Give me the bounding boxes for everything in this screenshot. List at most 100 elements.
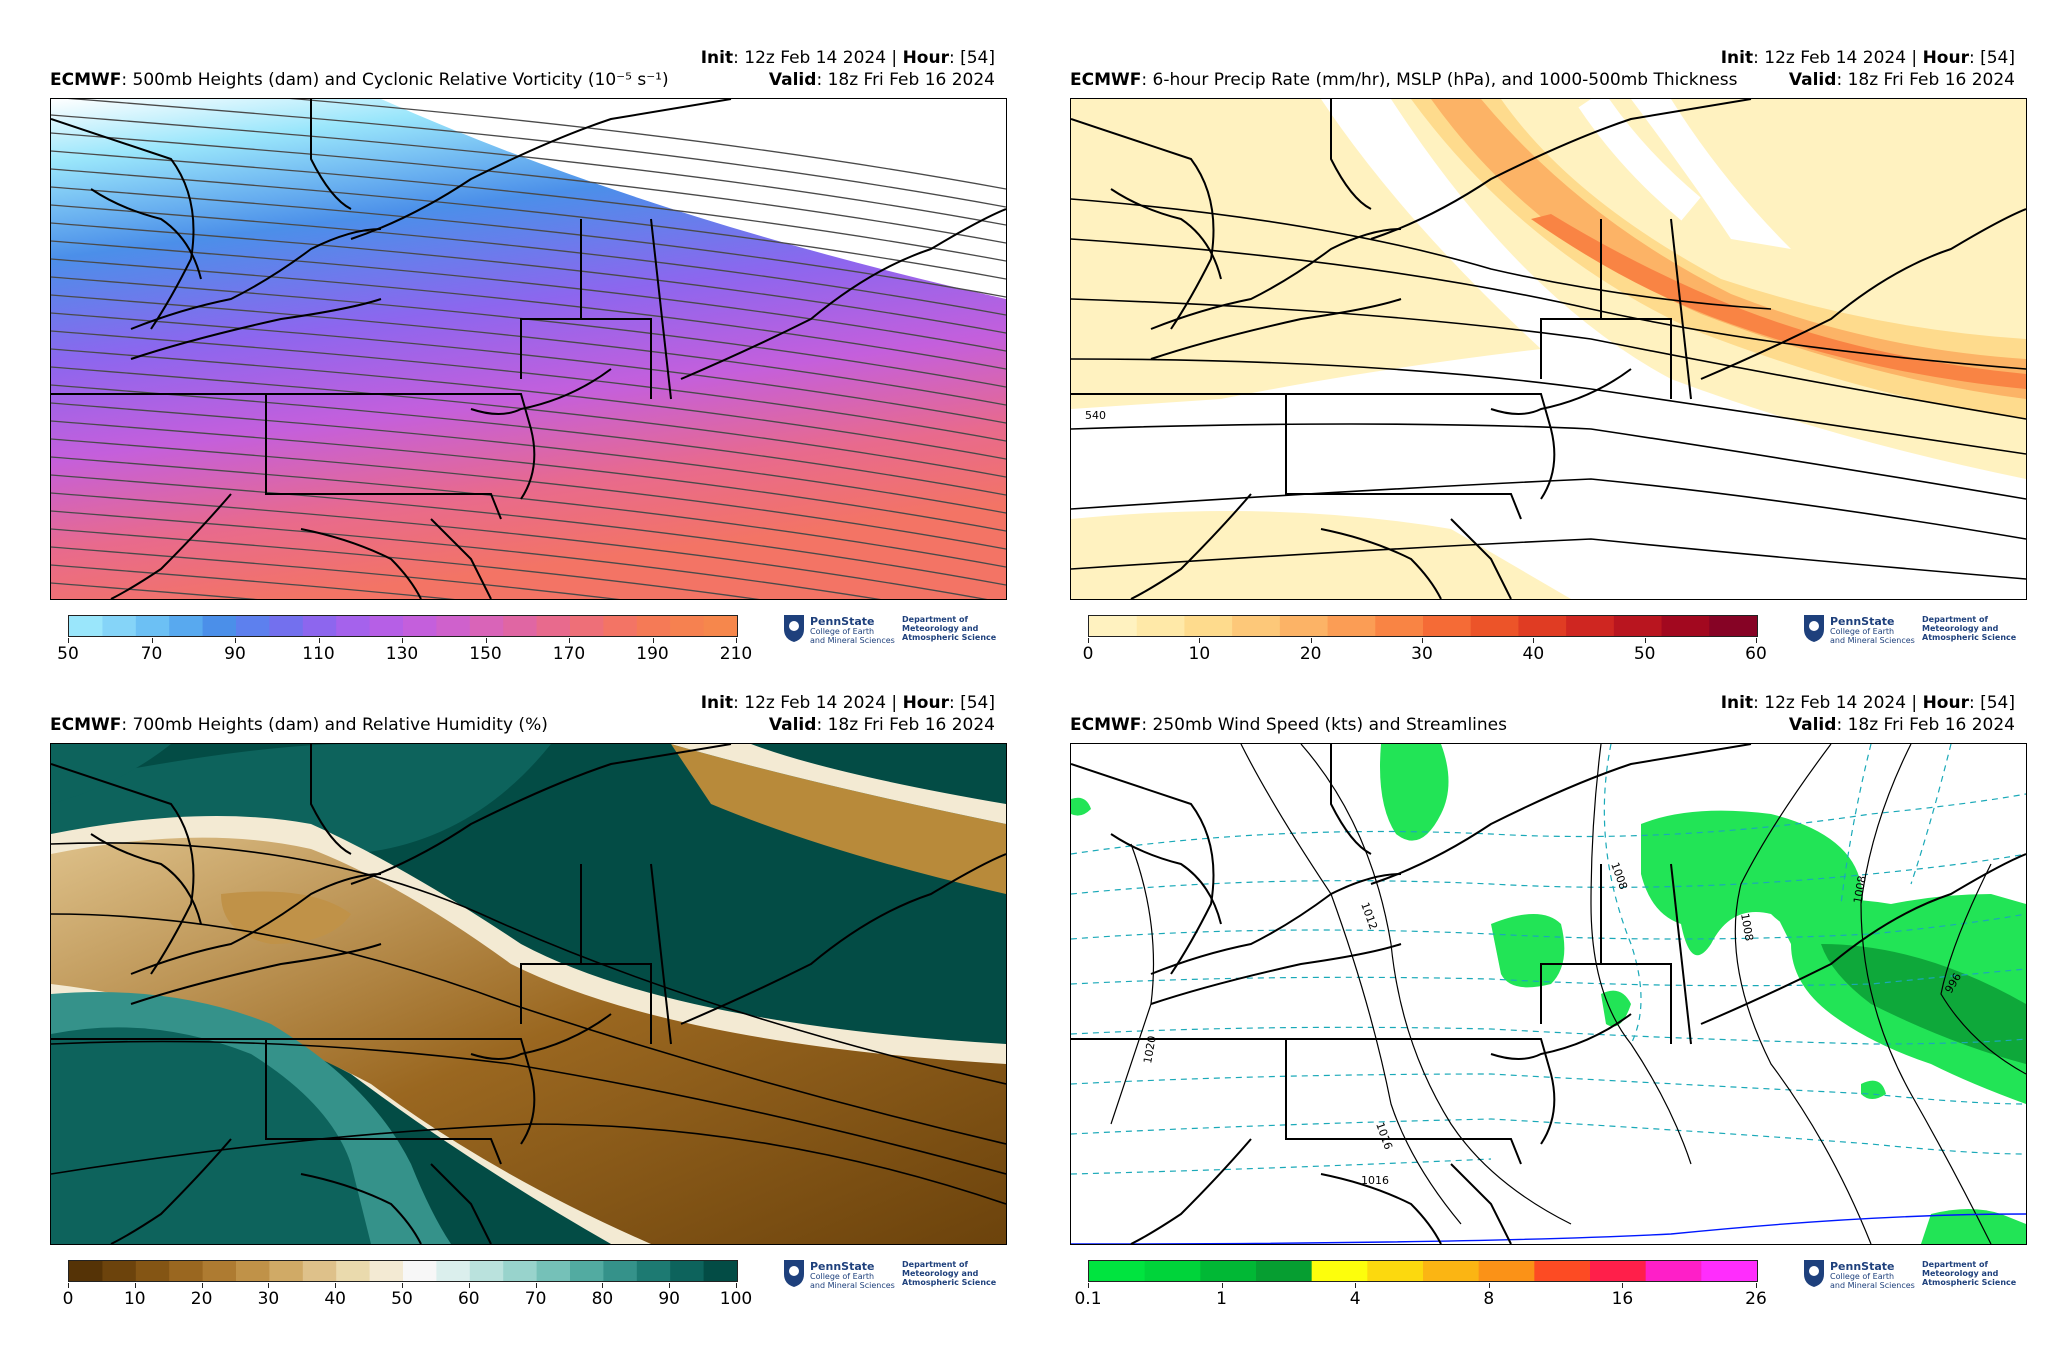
border-line <box>51 763 195 975</box>
panel-250mb-wind: Init: 12z Feb 14 2024 | Hour: [54] ECMWF… <box>1060 690 2070 1330</box>
colorbar-swatch <box>1311 1261 1368 1281</box>
streamline <box>51 114 1006 226</box>
colorbar-tick-mark <box>652 638 654 643</box>
colorbar-swatch <box>369 616 404 636</box>
map-area: 540 <box>1070 98 2027 600</box>
jet-contour <box>1071 1213 2026 1244</box>
init-label: Init <box>1720 48 1754 68</box>
colorbar-swatch <box>403 616 437 636</box>
logo-department: Department of Meteorology and Atmospheric … <box>902 615 996 642</box>
colorbar-swatch <box>1478 1261 1535 1281</box>
valid-label: Valid <box>1788 715 1837 735</box>
colorbar-swatch <box>570 1261 604 1281</box>
hour-label: Hour <box>1922 693 1969 713</box>
colorbar-tick-mark <box>335 1283 337 1288</box>
dept-line-1: Department of <box>1922 615 1989 624</box>
panel-title: ECMWF: 6-hour Precip Rate (mm/hr), MSLP … <box>1070 70 1738 90</box>
border-line <box>1110 833 1222 925</box>
colorbar-tick-label: 30 <box>257 1289 280 1309</box>
logo-name: PennState <box>1830 615 1895 628</box>
shield-icon <box>1804 1260 1824 1287</box>
border-line <box>1370 744 1752 885</box>
colorbar-swatch <box>670 1261 705 1281</box>
border-line <box>310 744 352 855</box>
streamline <box>51 492 988 599</box>
border-line <box>1071 1038 1522 1165</box>
colorbar-swatch <box>603 616 638 636</box>
streamline <box>51 582 258 599</box>
geographic-borders <box>1071 744 2026 1244</box>
colorbar-swatch <box>102 616 137 636</box>
colorbar-tick-label: 70 <box>140 644 163 664</box>
border-line <box>470 368 612 415</box>
panel-precip-mslp: Init: 12z Feb 14 2024 | Hour: [54] ECMWF… <box>1060 45 2070 685</box>
border-line <box>520 963 652 1044</box>
colorbar-tick-label: 0.1 <box>1074 1289 1102 1309</box>
colorbar-swatch <box>1200 1261 1257 1281</box>
streamline <box>51 330 1006 442</box>
valid-label: Valid <box>1788 70 1837 90</box>
border-line <box>1540 963 1672 1044</box>
shield-icon <box>784 1260 804 1287</box>
precip-field <box>1071 99 2026 599</box>
border-line <box>680 208 1006 380</box>
colorbar-tick-label: 50 <box>391 1289 413 1309</box>
geographic-borders <box>51 99 1006 599</box>
colorbar-swatch <box>269 1261 304 1281</box>
colorbar-tick-label: 1 <box>1216 1289 1228 1309</box>
colorbar-tick-mark <box>1422 638 1423 643</box>
colorbar-swatch <box>169 616 204 636</box>
border-line <box>266 1038 536 1145</box>
border-line <box>1071 118 1215 330</box>
colorbar-swatch <box>1661 616 1710 636</box>
streamline <box>51 240 1006 352</box>
border-line <box>1370 99 1752 240</box>
init-label: Init <box>700 48 734 68</box>
border-line <box>1320 1173 1442 1244</box>
border-line <box>1130 1138 1252 1244</box>
colorbar-tick-mark <box>569 638 570 643</box>
init-value: : 12z Feb 14 2024 | <box>1753 693 1923 713</box>
init-line: Init: 12z Feb 14 2024 | Hour: [54] <box>701 48 995 68</box>
streamline <box>51 474 1006 586</box>
border-line <box>266 393 536 500</box>
colorbar-swatch <box>1367 1261 1424 1281</box>
streamline <box>51 348 1006 460</box>
colorbar-swatches <box>1089 1261 1757 1281</box>
colorbar-swatch <box>1279 616 1329 636</box>
colorbar-tick-mark <box>1644 638 1646 643</box>
colorbar-swatch <box>1423 1261 1480 1281</box>
border-line <box>1320 528 1442 599</box>
init-line: Init: 12z Feb 14 2024 | Hour: [54] <box>701 693 995 713</box>
colorbar-tick-label: 150 <box>469 644 502 664</box>
valid-line: Valid: 18z Fri Feb 16 2024 <box>769 70 995 90</box>
colorbar-tick-label: 20 <box>190 1289 213 1309</box>
colorbar <box>1088 615 1758 637</box>
colorbar-tick-label: 16 <box>1611 1289 1634 1309</box>
panel-title: ECMWF: 700mb Heights (dam) and Relative … <box>50 715 548 735</box>
streamline <box>67 99 1006 208</box>
colorbar-swatch <box>536 616 571 636</box>
streamline <box>51 222 1006 334</box>
hour-label: Hour <box>902 693 949 713</box>
border-line <box>90 833 202 925</box>
shield-icon <box>1804 615 1824 642</box>
contour-label-1008b: 1008 <box>1738 912 1756 942</box>
colorbar-tick-mark <box>235 638 236 643</box>
colorbar-swatch <box>336 1261 371 1281</box>
colorbar-tick-label: 60 <box>1745 644 1767 664</box>
colorbar-tick-label: 10 <box>1188 644 1211 664</box>
colorbar-swatch <box>1375 616 1424 636</box>
colorbar-swatch <box>636 1261 671 1281</box>
colorbar-tick-mark <box>1088 638 1089 643</box>
colorbar-tick-mark <box>151 638 153 643</box>
border-line <box>51 118 195 330</box>
model-name: ECMWF <box>1070 715 1142 735</box>
mslp-contours <box>1071 198 2026 580</box>
border-line <box>1450 1163 1512 1244</box>
panel-500mb-vorticity: Init: 12z Feb 14 2024 | Hour: [54] ECMWF… <box>40 45 1050 685</box>
colorbar-swatch <box>1136 616 1186 636</box>
colorbar-swatch <box>570 616 604 636</box>
streamlines <box>51 99 1006 599</box>
border-line <box>650 218 672 400</box>
